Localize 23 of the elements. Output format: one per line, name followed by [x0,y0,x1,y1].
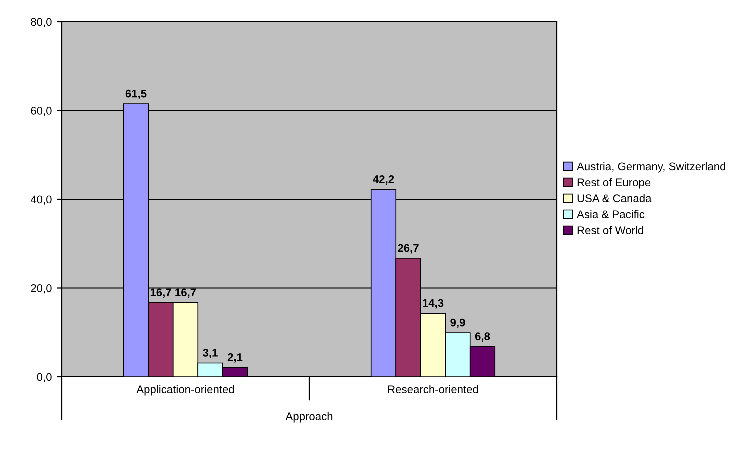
y-tick-label: 0,0 [37,373,52,382]
data-label: 2,1 [228,353,243,363]
y-tick-label: 20,0 [31,284,52,294]
legend-label: Asia & Pacific [577,210,645,218]
y-tick-label: 80,0 [31,18,52,28]
x-axis-title: Approach [286,412,333,423]
legend-label: Rest of Europe [578,178,651,189]
legend-label: Rest of World [578,226,644,234]
data-label: 61,5 [126,90,147,100]
data-label: 26,7 [398,244,419,254]
legend-label: USA & Canada [578,194,652,203]
legend-label: Austria, Germany, Switzerland [577,162,726,173]
data-label: 16,7 [176,288,196,298]
data-label: 16,7 [150,288,172,298]
data-label: 9,9 [450,318,466,328]
x-tick-label: Research-oriented [388,385,478,394]
data-label: 3,1 [203,349,218,358]
x-tick-label: Application-oriented [136,385,234,396]
y-tick-label: 40,0 [30,196,52,205]
data-label: 6,8 [475,332,490,342]
data-label: 14,3 [423,299,444,309]
y-tick-label: 60,0 [31,107,52,116]
data-label: 42,2 [373,176,394,185]
